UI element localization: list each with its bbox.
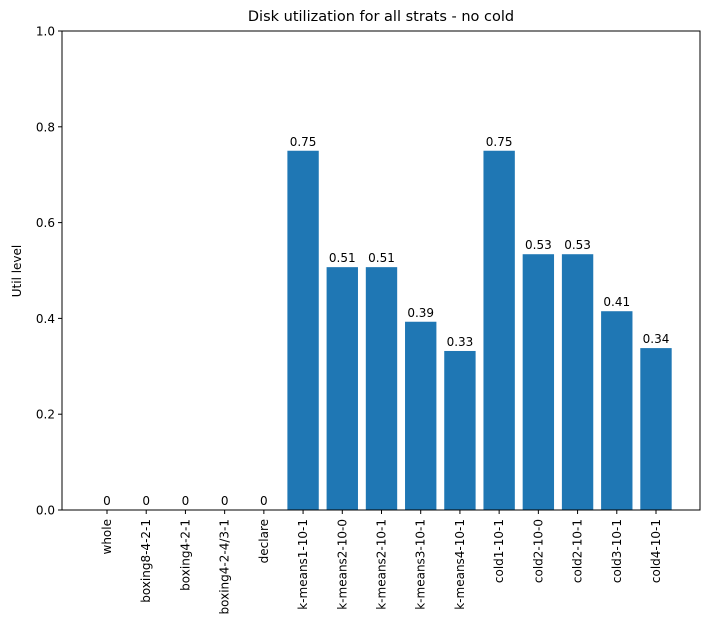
data-label-k-means2-10-0: 0.51	[329, 251, 356, 265]
chart-title: Disk utilization for all strats - no col…	[248, 9, 514, 25]
bar-k-means3-10-1	[405, 321, 437, 510]
y-tick-label: 0.6	[36, 216, 55, 230]
y-tick-label: 0.0	[36, 504, 55, 518]
data-label-cold4-10-1: 0.34	[643, 332, 670, 346]
x-tick-label-declare: declare	[257, 519, 271, 563]
bar-k-means1-10-1	[287, 150, 319, 510]
x-tick-label-k-means1-10-1: k-means1-10-1	[296, 519, 310, 610]
x-tick-label-boxing4-2-1: boxing4-2-1	[178, 519, 192, 591]
bar-cold2-10-1	[561, 254, 594, 510]
y-axis-label: Util level	[10, 245, 24, 298]
x-tick-label-cold1-10-1: cold1-10-1	[492, 519, 506, 583]
data-label-cold2-10-0: 0.53	[525, 238, 552, 252]
data-label-k-means1-10-1: 0.75	[290, 135, 317, 149]
data-label-cold2-10-1: 0.53	[564, 238, 591, 252]
x-tick-label-k-means3-10-1: k-means3-10-1	[414, 519, 428, 610]
data-label-boxing8-4-2-1: 0	[142, 494, 150, 508]
bar-cold3-10-1	[601, 311, 633, 510]
x-tick-label-whole: whole	[100, 519, 114, 554]
data-label-boxing4-2-1: 0	[182, 494, 190, 508]
x-tick-label-cold2-10-0: cold2-10-0	[531, 519, 545, 583]
y-tick-label: 0.4	[36, 312, 55, 326]
bars-group	[287, 150, 672, 510]
x-tick-label-k-means2-10-1: k-means2-10-1	[375, 519, 389, 610]
data-label-boxing4-2-4/3-1: 0	[221, 494, 229, 508]
bar-k-means2-10-0	[326, 267, 358, 510]
data-label-cold3-10-1: 0.41	[603, 295, 630, 309]
y-tick-label: 1.0	[36, 25, 55, 39]
plot-area-frame	[61, 30, 701, 511]
x-tick-label-cold3-10-1: cold3-10-1	[610, 519, 624, 583]
data-label-k-means2-10-1: 0.51	[368, 251, 395, 265]
x-tick-label-cold4-10-1: cold4-10-1	[649, 519, 663, 583]
bar-cold2-10-0	[522, 254, 555, 510]
x-tick-label-cold2-10-1: cold2-10-1	[571, 519, 585, 583]
bar-k-means4-10-1	[444, 350, 476, 510]
y-tick-label: 0.2	[36, 408, 55, 422]
y-tick-label: 0.8	[36, 120, 55, 134]
bar-cold4-10-1	[640, 348, 672, 510]
data-label-cold1-10-1: 0.75	[486, 135, 513, 149]
data-label-declare: 0	[260, 494, 268, 508]
x-axis-ticks: whole boxing8-4-2-1 boxing4-2-1 boxing4-2-4…	[100, 510, 663, 614]
x-tick-label-boxing8-4-2-1: boxing8-4-2-1	[139, 519, 153, 603]
bar-k-means2-10-1	[365, 267, 398, 510]
data-label-k-means3-10-1: 0.39	[407, 306, 434, 320]
x-tick-label-boxing4-2-4/3-1: boxing4-2-4/3-1	[218, 519, 232, 614]
x-tick-label-k-means2-10-0: k-means2-10-0	[335, 519, 349, 610]
bar-cold1-10-1	[483, 150, 515, 510]
y-axis-ticks: 0.0 0.2 0.4 0.6 0.8 1.0	[36, 25, 62, 518]
data-label-k-means4-10-1: 0.33	[447, 335, 474, 349]
x-tick-label-k-means4-10-1: k-means4-10-1	[453, 519, 467, 610]
data-labels-group: 0 0 0 0 0 0.75 0.51 0.51 0.39 0.33 0.75 0.53 0.53 0.4…	[103, 135, 669, 508]
data-label-whole: 0	[103, 494, 111, 508]
